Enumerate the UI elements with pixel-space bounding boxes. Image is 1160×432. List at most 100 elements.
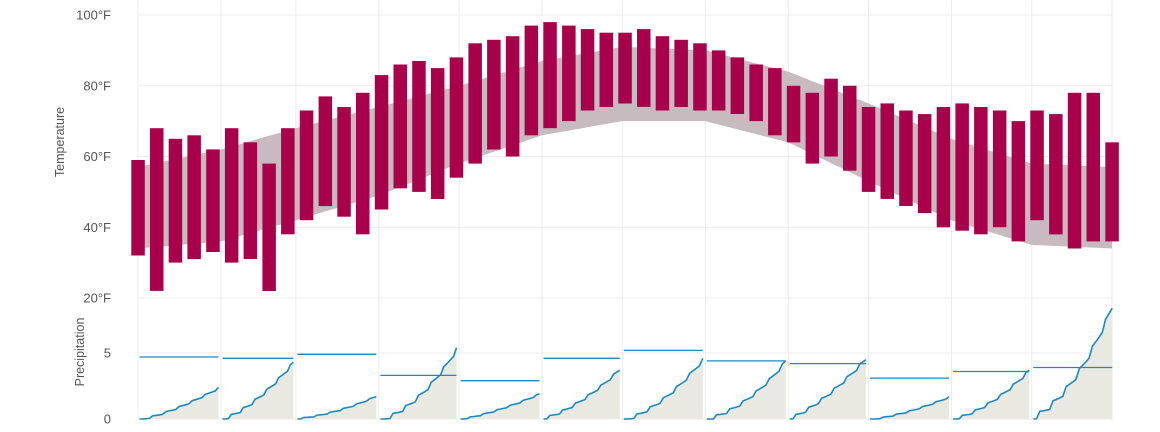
cumulative-precipitation-line bbox=[297, 395, 377, 420]
daily-temperature-bar bbox=[562, 25, 576, 122]
daily-temperature-bar bbox=[974, 107, 988, 235]
cumulative-precipitation-line bbox=[870, 395, 950, 420]
daily-temperature-bar bbox=[580, 29, 595, 111]
cumulative-precipitation-line bbox=[789, 358, 867, 420]
daily-temperature-bar bbox=[524, 25, 539, 136]
daily-temperature-bar bbox=[730, 57, 745, 114]
daily-temperature-bar bbox=[262, 163, 276, 291]
daily-temperature-bar bbox=[768, 68, 782, 136]
daily-temperature-bar bbox=[206, 149, 220, 252]
daily-temperature-bar bbox=[880, 103, 894, 199]
daily-temperature-bar bbox=[505, 36, 520, 157]
daily-temperature-bar bbox=[861, 107, 876, 192]
daily-temperature-bar bbox=[992, 110, 1007, 228]
precipitation-months bbox=[139, 307, 1113, 420]
daily-temperature-bar bbox=[356, 92, 370, 235]
daily-temperature-bar bbox=[655, 36, 670, 111]
cumulative-precipitation-line bbox=[623, 357, 704, 420]
daily-temperature-bar bbox=[168, 138, 183, 263]
temperature-tick-label: 80°F bbox=[83, 78, 111, 93]
cumulative-precipitation-area bbox=[1033, 308, 1113, 419]
daily-temperature-bar bbox=[1067, 92, 1082, 249]
cumulative-precipitation-line bbox=[953, 369, 1030, 420]
cumulative-precipitation-area bbox=[870, 396, 949, 419]
cumulative-precipitation-area bbox=[953, 370, 1030, 419]
precipitation-month bbox=[706, 360, 787, 420]
precipitation-month bbox=[460, 380, 540, 420]
daily-temperature-bar bbox=[318, 96, 333, 207]
precipitation-month bbox=[380, 347, 458, 420]
daily-temperature-bar bbox=[1030, 110, 1044, 221]
daily-temperature-bar bbox=[805, 92, 820, 164]
cumulative-precipitation-line bbox=[1033, 307, 1113, 420]
cumulative-precipitation-area bbox=[460, 393, 540, 419]
daily-temperature-bar bbox=[281, 128, 295, 235]
cumulative-precipitation-line bbox=[139, 386, 220, 420]
cumulative-precipitation-area bbox=[706, 360, 786, 419]
daily-temperature-bar bbox=[187, 135, 201, 260]
precipitation-month bbox=[297, 353, 377, 420]
precipitation-axis-title: Precipitation bbox=[73, 318, 87, 387]
daily-temperature-bar bbox=[243, 142, 258, 259]
precipitation-month bbox=[222, 357, 294, 420]
daily-temperature-bar bbox=[843, 85, 857, 171]
daily-temperature-bar bbox=[1011, 121, 1026, 242]
precipitation-month bbox=[1033, 307, 1113, 420]
daily-temperature-bar bbox=[337, 107, 351, 217]
cumulative-precipitation-line bbox=[460, 393, 540, 420]
temperature-axis-title: Temperature bbox=[53, 107, 67, 177]
daily-temperature-bar bbox=[374, 75, 389, 210]
daily-temperature-bar bbox=[917, 114, 932, 214]
cumulative-precipitation-line bbox=[706, 360, 787, 420]
daily-temperature-bar bbox=[674, 39, 688, 107]
daily-temperature-bar bbox=[936, 107, 951, 228]
daily-temperature-bar bbox=[1105, 142, 1119, 242]
precipitation-month bbox=[543, 357, 621, 420]
precipitation-month bbox=[953, 369, 1030, 420]
daily-temperature-bar bbox=[599, 32, 613, 108]
daily-temperature-bar bbox=[824, 78, 838, 157]
cumulative-precipitation-area bbox=[623, 358, 703, 419]
daily-temperature-bar bbox=[618, 32, 632, 104]
daily-temperature-bar bbox=[711, 50, 726, 111]
daily-temperature-bar bbox=[899, 110, 913, 206]
temperature-tick-label: 40°F bbox=[83, 220, 111, 235]
daily-temperature-bar bbox=[543, 22, 557, 129]
daily-temperature-bar bbox=[693, 43, 707, 111]
daily-temperature-bar bbox=[1086, 92, 1100, 242]
temperature-tick-label: 60°F bbox=[83, 149, 111, 164]
precipitation-month bbox=[789, 358, 867, 420]
daily-temperature-bar bbox=[131, 160, 145, 256]
daily-temperature-bar bbox=[487, 39, 501, 150]
daily-temperature-bar bbox=[430, 68, 445, 199]
daily-temperature-bar bbox=[412, 61, 426, 192]
cumulative-precipitation-area bbox=[139, 387, 219, 419]
temperature-tick-labels: 100°F 80°F 60°F 40°F 20°F bbox=[76, 8, 111, 306]
precipitation-month bbox=[870, 377, 950, 420]
daily-temperature-bar bbox=[468, 43, 482, 164]
cumulative-precipitation-area bbox=[222, 362, 294, 419]
daily-temperature-bar bbox=[393, 64, 407, 189]
cumulative-precipitation-line bbox=[380, 347, 458, 420]
cumulative-precipitation-line bbox=[222, 361, 294, 420]
daily-temperature-bar bbox=[299, 110, 314, 221]
precipitation-tick-label: 0 bbox=[104, 412, 111, 427]
daily-temperature-bar bbox=[637, 29, 651, 107]
daily-temperature-bar bbox=[955, 103, 969, 231]
temperature-tick-label: 100°F bbox=[76, 8, 111, 23]
daily-temperature-bars bbox=[131, 22, 1119, 291]
cumulative-precipitation-area bbox=[380, 347, 457, 419]
daily-temperature-bar bbox=[749, 64, 763, 122]
daily-temperature-bar bbox=[1049, 114, 1063, 235]
cumulative-precipitation-area bbox=[789, 359, 866, 419]
cumulative-precipitation-area bbox=[543, 370, 620, 419]
daily-temperature-bar bbox=[449, 57, 464, 178]
precipitation-tick-label: 5 bbox=[104, 346, 111, 361]
daily-temperature-bar bbox=[150, 128, 164, 291]
daily-temperature-bar bbox=[786, 85, 801, 143]
precipitation-month bbox=[623, 349, 704, 420]
daily-temperature-bar bbox=[224, 128, 239, 263]
cumulative-precipitation-area bbox=[297, 396, 377, 419]
precipitation-month bbox=[139, 356, 220, 420]
